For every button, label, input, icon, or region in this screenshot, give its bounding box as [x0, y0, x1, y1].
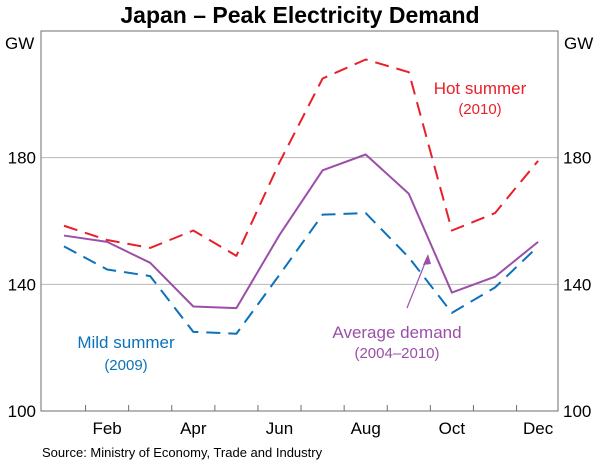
- chart-title: Japan – Peak Electricity Demand: [120, 2, 480, 28]
- x-tick-label: Feb: [92, 419, 121, 438]
- y-tick-label-left: 140: [8, 275, 36, 294]
- x-tick-label: Jun: [266, 419, 293, 438]
- arrow-head-icon: [423, 254, 431, 265]
- y-axis-unit-right: GW: [564, 34, 593, 53]
- x-tick-label: Apr: [180, 419, 207, 438]
- plot-frame: [40, 30, 559, 412]
- series-label-years: (2009): [104, 357, 147, 374]
- series-line-hot-summer: [63, 58, 539, 257]
- annotation-arrow: [406, 257, 428, 309]
- series-label: Hot summer: [434, 79, 527, 98]
- x-tick-label: Aug: [351, 419, 381, 438]
- y-tick-label-right: 140: [563, 275, 591, 294]
- series-label: Mild summer: [77, 333, 175, 352]
- source-note: Source: Ministry of Economy, Trade and I…: [42, 445, 323, 460]
- series-label: Average demand: [332, 323, 461, 342]
- y-tick-label-right: 180: [563, 149, 591, 168]
- y-tick-label-left: 180: [8, 149, 36, 168]
- y-axis-unit-left: GW: [5, 34, 34, 53]
- x-tick-label: Dec: [523, 419, 554, 438]
- series-label-years: (2004–2010): [354, 345, 439, 362]
- y-tick-label-right: 100: [563, 402, 591, 421]
- series-label-years: (2010): [458, 101, 501, 118]
- series-line-mild-summer: [63, 212, 539, 335]
- series-line-average-demand: [63, 153, 539, 310]
- y-tick-label-left: 100: [8, 402, 36, 421]
- x-tick-label: Oct: [439, 419, 466, 438]
